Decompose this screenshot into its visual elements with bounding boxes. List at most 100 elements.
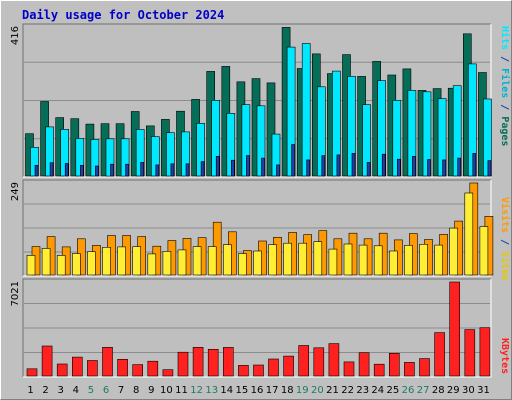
x-tick-label-28: 28: [432, 385, 445, 396]
bar-files-day-16: Files 16: 196: [256, 105, 266, 177]
bar-files-day-19: Files 19: 370: [301, 43, 311, 177]
legend-kbytes: KBytes: [499, 338, 510, 374]
bar-hits-day-17: Hits 17: 260: [266, 82, 276, 177]
bar-pages-day-6: Pages 6: 33: [110, 163, 114, 177]
x-tick-label-3: 3: [58, 385, 64, 396]
bar-kbytes-day-29: KBytes 29: 7021: [449, 281, 461, 377]
legend-hits-files-pages: Hits / Files / Pages: [499, 26, 511, 146]
y-max-label: 249: [10, 182, 21, 201]
bar-pages-day-27: Pages 27: 46: [427, 159, 431, 177]
x-tick-label-9: 9: [148, 385, 154, 396]
bar-pages-day-10: Pages 10: 34: [170, 163, 175, 177]
bar-pages-day-18: Pages 18: 88: [291, 144, 295, 177]
bar-pages-day-26: Pages 26: 55: [412, 156, 416, 177]
bar-kbytes-day-23: KBytes 23: 1743: [358, 352, 370, 377]
legend-item-sites: Sites: [499, 251, 511, 281]
x-tick-label-27: 27: [417, 385, 430, 396]
bar-files-day-14: Files 14: 175: [226, 113, 236, 177]
legend-separator: /: [499, 50, 510, 68]
bar-files-day-9: Files 9: 110: [151, 136, 160, 177]
x-tick-label-18: 18: [281, 385, 294, 396]
bar-files-day-18: Files 18: 360: [286, 46, 296, 177]
bar-sites-day-15: Sites 15: 58: [238, 253, 247, 276]
bar-pages-day-28: Pages 28: 45: [442, 159, 446, 177]
bar-files-day-31: Files 31: 215: [483, 98, 492, 177]
bar-pages-day-3: Pages 3: 35: [64, 163, 69, 177]
bar-kbytes-day-18: KBytes 18: 1488: [283, 355, 294, 377]
bar-pages-day-19: Pages 19: 45: [306, 159, 311, 177]
bar-kbytes-day-22: KBytes 22: 1050: [343, 361, 355, 377]
x-tick-label-5: 5: [88, 385, 94, 396]
bar-sites-day-9: Sites 9: 57: [147, 253, 157, 276]
x-tick-label-21: 21: [326, 385, 339, 396]
bar-kbytes-day-12: KBytes 12: 2145: [192, 346, 204, 377]
bar-sites-day-17: Sites 17: 82: [268, 244, 277, 276]
x-tick-label-6: 6: [103, 385, 109, 396]
bar-kbytes-day-26: KBytes 26: 1018: [404, 362, 415, 377]
x-tick-label-11: 11: [175, 385, 188, 396]
bar-files-day-13: Files 13: 211: [211, 100, 220, 177]
bar-pages-day-29: Pages 29: 50: [457, 157, 462, 177]
bar-kbytes-day-10: KBytes 10: 474: [162, 369, 174, 377]
x-tick-label-1: 1: [27, 385, 33, 396]
x-tick-label-15: 15: [236, 385, 249, 396]
x-tick-label-7: 7: [118, 385, 124, 396]
y-max-label: 7021: [10, 281, 21, 306]
bar-sites-day-24: Sites 24: 79: [373, 245, 383, 276]
bar-sites-day-14: Sites 14: 82: [223, 244, 232, 276]
bar-pages-day-5: Pages 5: 28: [95, 165, 99, 177]
bar-files-day-3: Files 3: 130: [60, 129, 70, 177]
bar-files-day-29: Files 29: 252: [452, 85, 462, 177]
bar-sites-day-28: Sites 28: 81: [434, 244, 443, 276]
x-tick-label-10: 10: [160, 385, 173, 396]
bar-files-day-15: Files 15: 199: [241, 104, 251, 177]
bar-files-day-8: Files 8: 130: [135, 129, 145, 177]
bar-kbytes-day-25: KBytes 25: 1693: [388, 352, 400, 377]
panel-kbytes: 7021 KBytes 1: 540KBytes 2: 2243KBytes 3:…: [10, 278, 510, 378]
bar-pages-day-23: Pages 23: 38: [366, 162, 371, 177]
bar-kbytes-day-11: KBytes 11: 1778: [177, 351, 189, 377]
bar-sites-day-19: Sites 19: 86: [298, 242, 308, 276]
bar-files-day-25: Files 25: 211: [392, 100, 402, 177]
bar-kbytes-day-15: KBytes 15: 788: [238, 365, 249, 377]
x-tick-label-4: 4: [73, 385, 79, 396]
x-tick-label-16: 16: [251, 385, 264, 396]
bar-sites-day-8: Sites 8: 77: [132, 246, 141, 276]
bar-pages-day-13: Pages 13: 55: [215, 156, 220, 177]
x-tick-label-30: 30: [462, 385, 475, 396]
bar-pages-day-21: Pages 21: 59: [336, 154, 341, 177]
x-tick-label-31: 31: [477, 385, 490, 396]
bar-sites-day-21: Sites 21: 70: [328, 248, 338, 276]
x-tick-label-20: 20: [311, 385, 324, 396]
legend-separator: /: [499, 98, 510, 116]
bar-files-day-7: Files 7: 104: [120, 138, 130, 177]
bar-pages-day-30: Pages 30: 63: [472, 153, 477, 177]
legend-item-visits: Visits: [499, 197, 511, 233]
bar-sites-day-29: Sites 29: 127: [449, 227, 459, 276]
bar-kbytes-day-9: KBytes 9: 1104: [147, 360, 159, 377]
x-tick-label-2: 2: [42, 385, 48, 396]
bar-pages-day-4: Pages 4: 30: [80, 165, 84, 177]
bar-sites-day-18: Sites 18: 86: [283, 242, 292, 276]
bar-pages-day-1: Pages 1: 30: [34, 165, 39, 177]
x-tick-label-24: 24: [371, 385, 384, 396]
bar-sites-day-20: Sites 20: 90: [313, 241, 323, 276]
bar-sites-day-11: Sites 11: 68: [177, 249, 187, 276]
bar-pages-day-24: Pages 24: 61: [381, 153, 386, 177]
bar-kbytes-day-5: KBytes 5: 1160: [87, 360, 98, 377]
bar-pages-day-25: Pages 25: 47: [396, 158, 401, 177]
bar-kbytes-day-20: KBytes 20: 2106: [313, 347, 325, 377]
chart-title: Daily usage for October 2024: [22, 8, 224, 22]
legend-item-kbytes: KBytes: [499, 338, 510, 374]
bar-pages-day-11: Pages 11: 34: [185, 163, 190, 177]
bar-files-day-20: Files 20: 249: [316, 86, 326, 177]
bar-sites-day-25: Sites 25: 65: [388, 250, 398, 276]
bar-sites-day-3: Sites 3: 53: [56, 255, 66, 276]
bar-pages-day-17: Pages 17: 31: [276, 164, 280, 177]
bar-files-day-24: Files 24: 266: [377, 80, 387, 177]
bar-files-day-6: Files 6: 104: [105, 138, 115, 177]
bar-kbytes-day-19: KBytes 19: 2281: [298, 345, 310, 377]
